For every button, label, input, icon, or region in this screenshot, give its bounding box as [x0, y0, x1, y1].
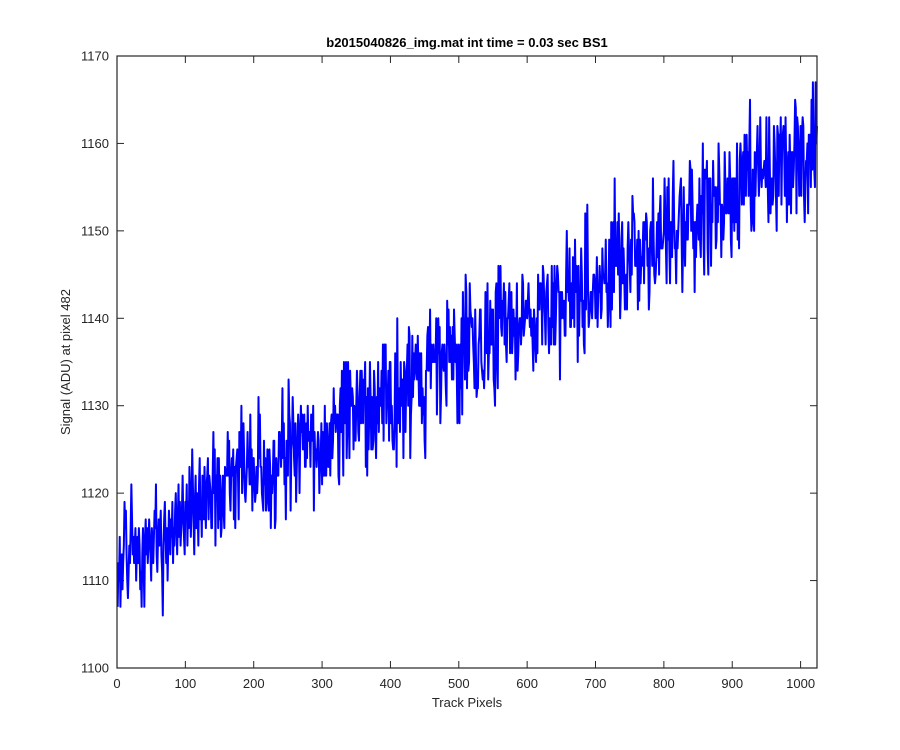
y-axis-label: Signal (ADU) at pixel 482 — [58, 289, 73, 435]
series-line-signal — [116, 81, 818, 617]
x-tick-label: 100 — [175, 676, 197, 691]
chart-title: b2015040826_img.mat int time = 0.03 sec … — [326, 35, 607, 50]
x-axis-label: Track Pixels — [432, 695, 503, 710]
y-tick-label: 1170 — [81, 49, 109, 64]
x-tick-label: 800 — [653, 676, 675, 691]
x-tick-label: 900 — [721, 676, 743, 691]
x-tick-label: 700 — [585, 676, 607, 691]
x-tick-label: 0 — [113, 676, 120, 691]
x-tick-label: 300 — [311, 676, 333, 691]
x-tick-label: 500 — [448, 676, 470, 691]
x-axis: 0 100 200 300 400 500 600 700 800 900 1000 — [113, 56, 815, 691]
y-tick-label: 1120 — [81, 486, 109, 501]
y-tick-label: 1150 — [81, 223, 109, 238]
y-tick-label: 1160 — [81, 136, 109, 151]
x-tick-label: 400 — [380, 676, 402, 691]
y-tick-label: 1130 — [81, 398, 109, 413]
x-tick-label: 1000 — [786, 676, 815, 691]
x-tick-label: 600 — [516, 676, 538, 691]
plot-frame — [116, 55, 818, 669]
y-tick-label: 1140 — [81, 311, 109, 326]
y-tick-label: 1100 — [81, 661, 109, 676]
y-tick-label: 1110 — [82, 573, 109, 588]
y-axis: 1100 1110 1120 1130 1140 1150 1160 1170 — [81, 49, 817, 676]
x-tick-label: 200 — [243, 676, 265, 691]
